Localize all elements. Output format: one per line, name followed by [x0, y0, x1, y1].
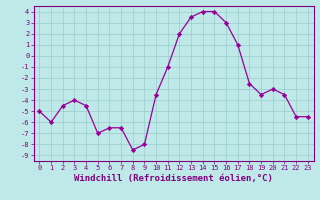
X-axis label: Windchill (Refroidissement éolien,°C): Windchill (Refroidissement éolien,°C) — [74, 174, 273, 183]
